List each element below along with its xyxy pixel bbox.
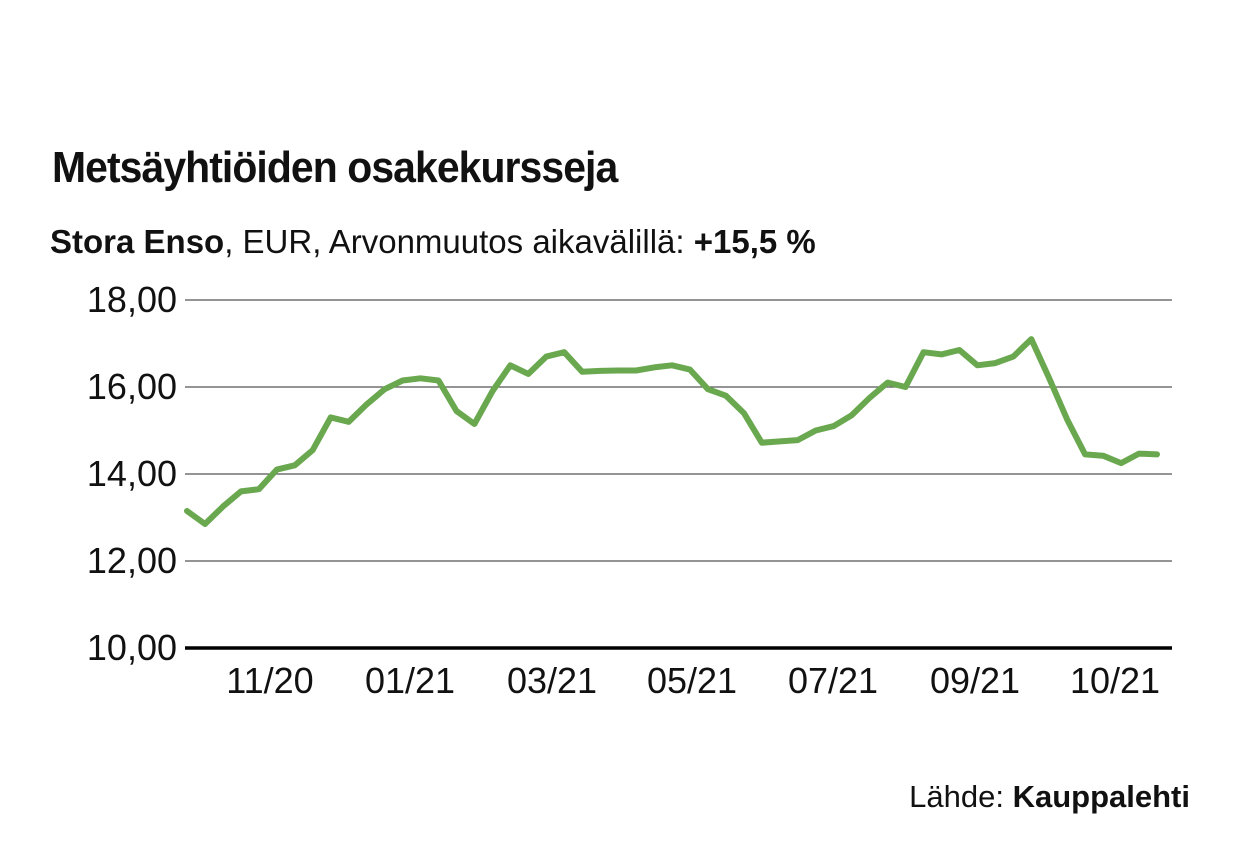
series-line-stora-enso xyxy=(184,336,1160,527)
y-tick-label: 12,00 xyxy=(87,540,177,581)
y-tick-label: 18,00 xyxy=(87,279,177,320)
x-tick-label: 03/21 xyxy=(507,660,597,701)
grid-lines xyxy=(185,299,1172,650)
chart-title: Metsäyhtiöiden osakekursseja xyxy=(52,143,618,192)
y-tick-label: 14,00 xyxy=(87,453,177,494)
source-name: Kauppalehti xyxy=(1012,779,1190,814)
x-tick-label: 07/21 xyxy=(788,660,878,701)
source-label: Lähde: xyxy=(909,779,1013,814)
chart-subtitle: Stora Enso, EUR, Arvonmuutos aikavälillä… xyxy=(50,222,816,262)
x-axis-tick-labels: 11/20 01/21 03/21 05/21 07/21 09/21 10/21 xyxy=(226,660,1160,701)
subtitle-change: +15,5 % xyxy=(693,223,816,260)
y-axis-tick-labels: 10,00 12,00 14,00 16,00 18,00 xyxy=(87,279,177,668)
series-group xyxy=(184,336,1160,527)
x-tick-label: 05/21 xyxy=(647,660,737,701)
x-tick-label: 10/21 xyxy=(1070,660,1160,701)
subtitle-text: , EUR, Arvonmuutos aikavälillä: xyxy=(224,223,694,260)
x-tick-label: 01/21 xyxy=(365,660,455,701)
subtitle-company: Stora Enso xyxy=(50,223,225,260)
source-credit: Lähde: Kauppalehti xyxy=(909,778,1190,816)
y-tick-label: 16,00 xyxy=(87,366,177,407)
x-tick-label: 09/21 xyxy=(930,660,1020,701)
y-tick-label: 10,00 xyxy=(87,627,177,668)
x-tick-label: 11/20 xyxy=(226,660,313,701)
